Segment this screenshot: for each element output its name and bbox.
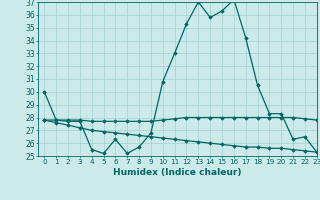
X-axis label: Humidex (Indice chaleur): Humidex (Indice chaleur) (113, 168, 242, 177)
